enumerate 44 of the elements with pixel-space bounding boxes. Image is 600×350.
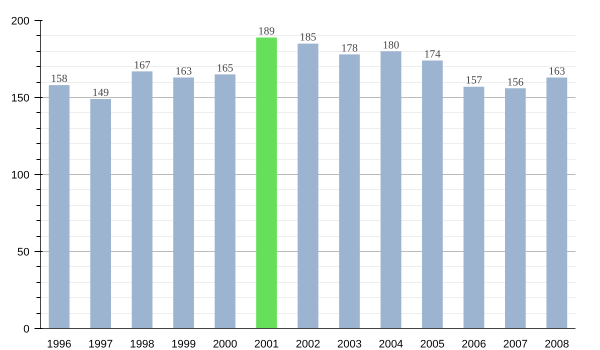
y-tick-label: 0 bbox=[23, 324, 30, 336]
data-label: 165 bbox=[216, 62, 234, 74]
data-label: 167 bbox=[134, 59, 151, 72]
data-label: 163 bbox=[548, 65, 566, 78]
x-tick-label: 2006 bbox=[462, 338, 486, 350]
bar bbox=[173, 77, 194, 328]
x-tick-label: 2002 bbox=[296, 338, 320, 350]
bar bbox=[504, 88, 526, 328]
data-label: 157 bbox=[466, 74, 483, 87]
x-tick-label: 1998 bbox=[130, 338, 154, 350]
bar bbox=[90, 99, 112, 328]
bar bbox=[380, 51, 402, 328]
bar bbox=[339, 54, 360, 328]
bar bbox=[48, 85, 70, 328]
x-tick-label: 2000 bbox=[212, 338, 238, 350]
y-tick-label: 200 bbox=[11, 16, 30, 28]
bar bbox=[546, 77, 568, 328]
data-label: 180 bbox=[382, 39, 400, 52]
bar bbox=[256, 37, 277, 328]
x-tick-label: 2008 bbox=[544, 338, 570, 350]
data-label: 156 bbox=[507, 76, 524, 88]
data-label: 158 bbox=[50, 73, 68, 86]
data-label: 163 bbox=[175, 65, 192, 78]
data-label: 174 bbox=[424, 48, 442, 61]
x-tick-label: 2001 bbox=[254, 338, 279, 350]
data-label: 189 bbox=[258, 25, 276, 38]
data-label: 149 bbox=[92, 87, 110, 100]
y-tick-label: 150 bbox=[11, 92, 30, 104]
x-tick-label: 1999 bbox=[171, 338, 196, 350]
x-tick-label: 2004 bbox=[378, 338, 404, 350]
bar bbox=[214, 74, 236, 328]
x-tick-label: 2007 bbox=[503, 338, 528, 350]
bar bbox=[464, 86, 484, 328]
x-tick-label: 2003 bbox=[337, 338, 362, 350]
data-label: 185 bbox=[300, 32, 317, 44]
y-tick-label: 100 bbox=[11, 170, 30, 182]
x-tick-label: 1996 bbox=[46, 338, 72, 350]
x-tick-label: 1997 bbox=[88, 338, 113, 350]
bar bbox=[132, 71, 152, 328]
x-tick-label: 2005 bbox=[420, 338, 445, 350]
data-label: 178 bbox=[341, 42, 358, 54]
y-tick-label: 50 bbox=[17, 246, 30, 258]
bar bbox=[422, 60, 443, 328]
bar bbox=[298, 44, 318, 328]
